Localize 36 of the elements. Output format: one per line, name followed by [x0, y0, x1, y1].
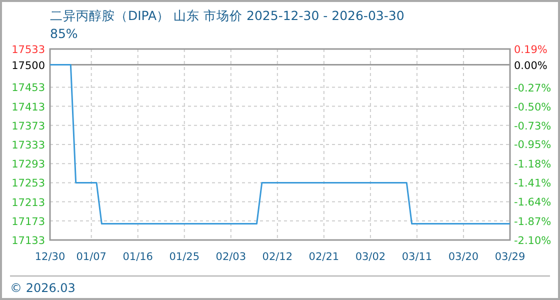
y-tick-label: 17213	[12, 196, 45, 209]
x-tick-label: 03/11	[402, 251, 432, 263]
text: © 2026.03	[10, 281, 76, 295]
y-tick-label: 17333	[12, 140, 45, 152]
x-tick-label: 02/03	[216, 251, 246, 263]
x-tick-label: 01/07	[76, 251, 106, 263]
x-tick-label: 03/29	[494, 251, 526, 263]
x-tick-label: 03/02	[355, 251, 386, 263]
y2-tick-label: -0.27%	[514, 82, 552, 94]
y-tick-label: 17253	[12, 178, 45, 190]
y-tick-label: 17453	[12, 82, 45, 94]
y-tick-label: 17173	[12, 216, 45, 228]
y2-tick-label: 0.00%	[514, 60, 548, 72]
chart-subtitle: 85%	[50, 26, 78, 41]
y-tick-label: 17500	[12, 60, 45, 72]
x-tick-label: 12/30	[34, 251, 66, 263]
y-tick-label: 17533	[12, 44, 45, 56]
y-tick-label: 17413	[12, 101, 45, 114]
y-tick-label: 17373	[12, 120, 45, 132]
y-tick-label: 17133	[12, 235, 45, 247]
x-tick-label: 03/20	[448, 251, 479, 263]
x-tick-label: 01/25	[169, 251, 200, 263]
y2-tick-label: -1.18%	[514, 158, 552, 170]
x-tick-label: 01/16	[122, 251, 154, 263]
y2-tick-label: -0.50%	[514, 102, 552, 114]
x-tick-label: 02/12	[262, 251, 293, 263]
y2-tick-label: -0.73%	[514, 120, 552, 133]
y2-tick-label: -1.87%	[514, 216, 552, 228]
y2-tick-label: -1.64%	[514, 196, 552, 209]
y2-tick-label: -0.95%	[514, 139, 552, 152]
y2-tick-label: -2.10%	[514, 235, 552, 247]
x-tick-label: 02/21	[308, 251, 340, 263]
y2-tick-label: -1.41%	[514, 177, 552, 190]
y-tick-label: 17293	[12, 158, 45, 171]
y2-tick-label: 0.19%	[514, 44, 548, 56]
chart-title: 二异丙醇胺（DIPA） 山东 市场价 2025-12-30 - 2026-03-30	[50, 8, 404, 23]
